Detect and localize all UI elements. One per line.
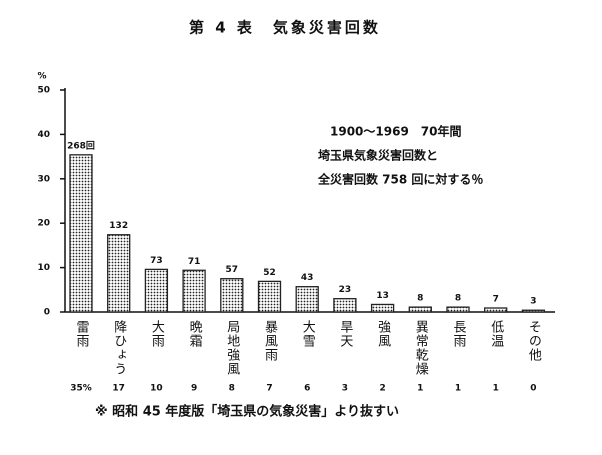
y-tick-label: 30 xyxy=(37,174,50,184)
bar xyxy=(220,278,244,313)
bar xyxy=(107,234,131,313)
value-label: 9 xyxy=(191,384,197,394)
bar xyxy=(257,280,282,313)
bar xyxy=(144,268,169,313)
count-label: 43 xyxy=(301,273,314,283)
bar xyxy=(295,286,319,313)
y-tick-label: 20 xyxy=(37,219,50,229)
value-label: 3 xyxy=(342,384,348,394)
y-tick-label: 40 xyxy=(37,130,50,140)
value-label: 1 xyxy=(455,384,461,394)
x-tick-label: その他 xyxy=(526,320,542,362)
value-label: 1 xyxy=(493,384,499,394)
count-label: 8 xyxy=(417,294,423,304)
count-label: 132 xyxy=(109,221,128,231)
count-label: 52 xyxy=(263,268,276,278)
bar xyxy=(484,307,508,313)
count-label: 8 xyxy=(455,294,461,304)
x-tick-label: 晩霜 xyxy=(187,320,203,348)
x-tick-label: 長雨 xyxy=(451,320,467,348)
x-tick-label: 旱天 xyxy=(337,320,353,348)
x-tick-label: 大雨 xyxy=(149,320,165,348)
count-label: 71 xyxy=(188,257,201,267)
y-axis-label: % xyxy=(37,72,46,82)
count-label: 3 xyxy=(530,297,536,307)
chart-title: 第 4 表 気象災害回数 xyxy=(189,19,381,37)
count-label: 73 xyxy=(150,256,163,266)
annotation: 1900〜1969 70年間 xyxy=(330,124,462,139)
x-tick-label: 局地強風 xyxy=(224,320,240,376)
x-tick-label: 低温 xyxy=(488,320,504,348)
value-label: 17 xyxy=(112,384,125,394)
bar xyxy=(408,306,432,313)
count-label: 57 xyxy=(226,265,239,275)
value-label: 0 xyxy=(530,384,536,394)
value-label: 8 xyxy=(229,384,235,394)
x-tick-label: 強風 xyxy=(375,320,391,348)
x-tick-label: 大雪 xyxy=(300,320,316,348)
value-label: 1 xyxy=(417,384,423,394)
bar xyxy=(370,303,395,313)
bar xyxy=(521,309,546,313)
value-label: 10 xyxy=(150,384,163,394)
bar xyxy=(446,306,470,313)
annotation: 埼玉県気象災害回数と xyxy=(318,148,438,163)
count-label: 7 xyxy=(493,295,499,305)
annotation: 全災害回数 758 回に対する％ xyxy=(317,172,483,187)
footnote: ※ 昭和 45 年度版「埼玉県の気象災害」より抜すい xyxy=(95,404,399,420)
value-label: 35% xyxy=(70,384,92,394)
count-label: 268回 xyxy=(67,140,95,151)
x-tick-label: 降ひょう xyxy=(111,320,126,376)
value-label: 7 xyxy=(266,384,272,394)
x-tick-label: 異常乾燥 xyxy=(413,320,429,376)
count-label: 13 xyxy=(376,291,389,301)
bar xyxy=(69,154,93,313)
value-label: 2 xyxy=(379,384,385,394)
bar xyxy=(182,269,206,313)
bar xyxy=(333,298,357,313)
y-tick-label: 50 xyxy=(37,86,50,96)
value-label: 6 xyxy=(304,384,310,394)
x-tick-label: 雷雨 xyxy=(74,320,90,348)
y-tick-label: 0 xyxy=(44,308,50,318)
x-tick-label: 暴風雨 xyxy=(262,320,278,362)
count-label: 23 xyxy=(339,285,352,295)
y-tick-label: 10 xyxy=(37,263,50,273)
